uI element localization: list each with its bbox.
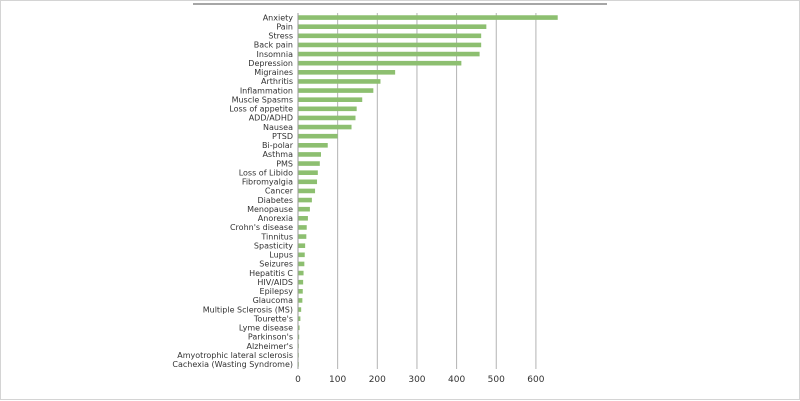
bar [298,316,301,321]
category-label: PMS [276,159,293,168]
category-label: Tourette's [253,314,293,323]
category-label: Insomnia [257,50,294,59]
bar [298,24,487,29]
category-label: Inflammation [240,86,293,95]
bar [298,334,300,340]
bar [298,115,356,121]
bar [298,225,307,230]
category-label: Asthma [262,150,293,159]
bar [298,307,302,312]
category-label: Muscle Spasms [232,95,293,104]
bar [298,298,303,303]
category-label: Hepatitis C [249,269,293,278]
category-label: Menopause [247,205,293,214]
category-label: Tinnitus [260,232,293,241]
bar [298,270,304,276]
x-tick-label: 0 [295,375,301,385]
bar [298,179,318,185]
bar [298,261,305,267]
bar [298,170,318,175]
bar [298,106,357,112]
category-label: Pain [276,22,293,31]
bar [298,243,306,248]
bar [298,206,310,212]
x-tick-label: 200 [369,375,386,385]
bar [298,188,316,194]
bar [298,161,320,166]
bars [298,15,558,367]
category-label: Glaucoma [253,296,293,305]
category-label: Cachexia (Wasting Syndrome) [172,360,293,369]
category-label: Arthritis [261,77,293,86]
category-label: Lyme disease [239,324,293,333]
bar [298,97,363,102]
category-label: ADD/ADHD [249,114,293,123]
category-label: HIV/AIDS [257,278,293,287]
category-label: Anxiety [263,13,294,22]
category-label: Anorexia [258,214,293,223]
category-label: Crohn's disease [230,223,293,232]
category-label: Bi-polar [262,141,294,150]
bar [298,133,338,139]
category-label: Depression [248,59,293,68]
bar [298,124,352,130]
bar [298,42,482,48]
gridlines [337,13,537,369]
x-tick-label: 600 [527,375,544,385]
bar [298,279,304,285]
bar [298,15,558,20]
bar [298,88,374,93]
x-tick-labels: 0 100 200 300 400 500 600 [295,375,545,385]
bar [298,60,462,66]
category-label: Epilepsy [260,287,294,296]
x-tick-label: 400 [448,375,465,385]
category-label: Seizures [259,260,293,269]
category-label: Loss of appetite [229,105,293,114]
category-label: Cancer [265,187,294,196]
category-label: Multiple Sclerosis (MS) [203,305,293,314]
bar [298,152,321,157]
bar [298,143,328,148]
bar [298,252,305,258]
category-label: Stress [268,32,293,41]
category-label: Migraines [254,68,293,77]
bar [298,70,396,75]
x-tick-label: 500 [488,375,505,385]
category-label: Fibromyalgia [242,178,293,187]
bar [298,51,480,57]
bar [298,234,307,239]
bar [298,325,300,331]
bar [298,197,312,203]
category-label: Lupus [269,251,293,260]
bar [298,289,303,294]
bar [298,33,482,39]
category-label: Parkinson's [248,333,293,342]
x-tick-label: 100 [329,375,346,385]
bar [298,79,381,84]
category-label: Amyotrophic lateral sclerosis [177,351,293,360]
category-label: Alzheimer's [247,342,293,351]
category-label: Back pain [254,41,293,50]
category-label: Spasticity [254,241,293,250]
x-tick-label: 300 [408,375,425,385]
category-label: Diabetes [257,196,293,205]
bar [298,216,308,221]
category-label: PTSD [272,132,293,141]
category-label: Loss of Libido [239,168,293,177]
category-label: Nausea [263,123,293,132]
